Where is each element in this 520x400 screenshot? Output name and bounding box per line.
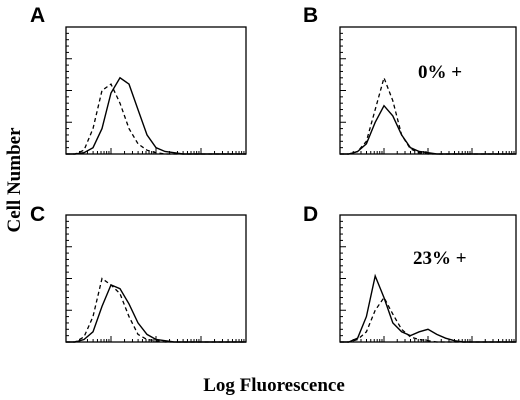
dashed-histogram-series <box>340 296 516 343</box>
panel-b: B 0% + <box>303 4 517 155</box>
dashed-histogram-series <box>66 277 246 343</box>
plot-frame <box>65 26 247 155</box>
y-axis-title: Cell Number <box>4 127 25 233</box>
x-axis-title: Log Fluorescence <box>203 375 345 396</box>
panel-annotation: 23% + <box>413 248 467 269</box>
plot-frame <box>339 26 517 155</box>
solid-histogram-series <box>66 76 246 155</box>
dashed-histogram-series <box>340 75 516 155</box>
panel-c: C <box>30 203 247 343</box>
panel-label: D <box>303 203 318 226</box>
panel-label: A <box>30 4 45 27</box>
solid-histogram-series <box>340 104 516 155</box>
dashed-histogram-series <box>66 83 246 155</box>
panel-label: B <box>303 4 318 27</box>
plot-frame <box>65 214 247 343</box>
panel-d: D 23% + <box>303 203 517 343</box>
panel-a: A <box>30 4 247 155</box>
panel-annotation: 0% + <box>418 62 462 83</box>
plot-frame <box>339 214 517 343</box>
solid-histogram-series <box>66 283 246 343</box>
panel-label: C <box>30 203 45 226</box>
